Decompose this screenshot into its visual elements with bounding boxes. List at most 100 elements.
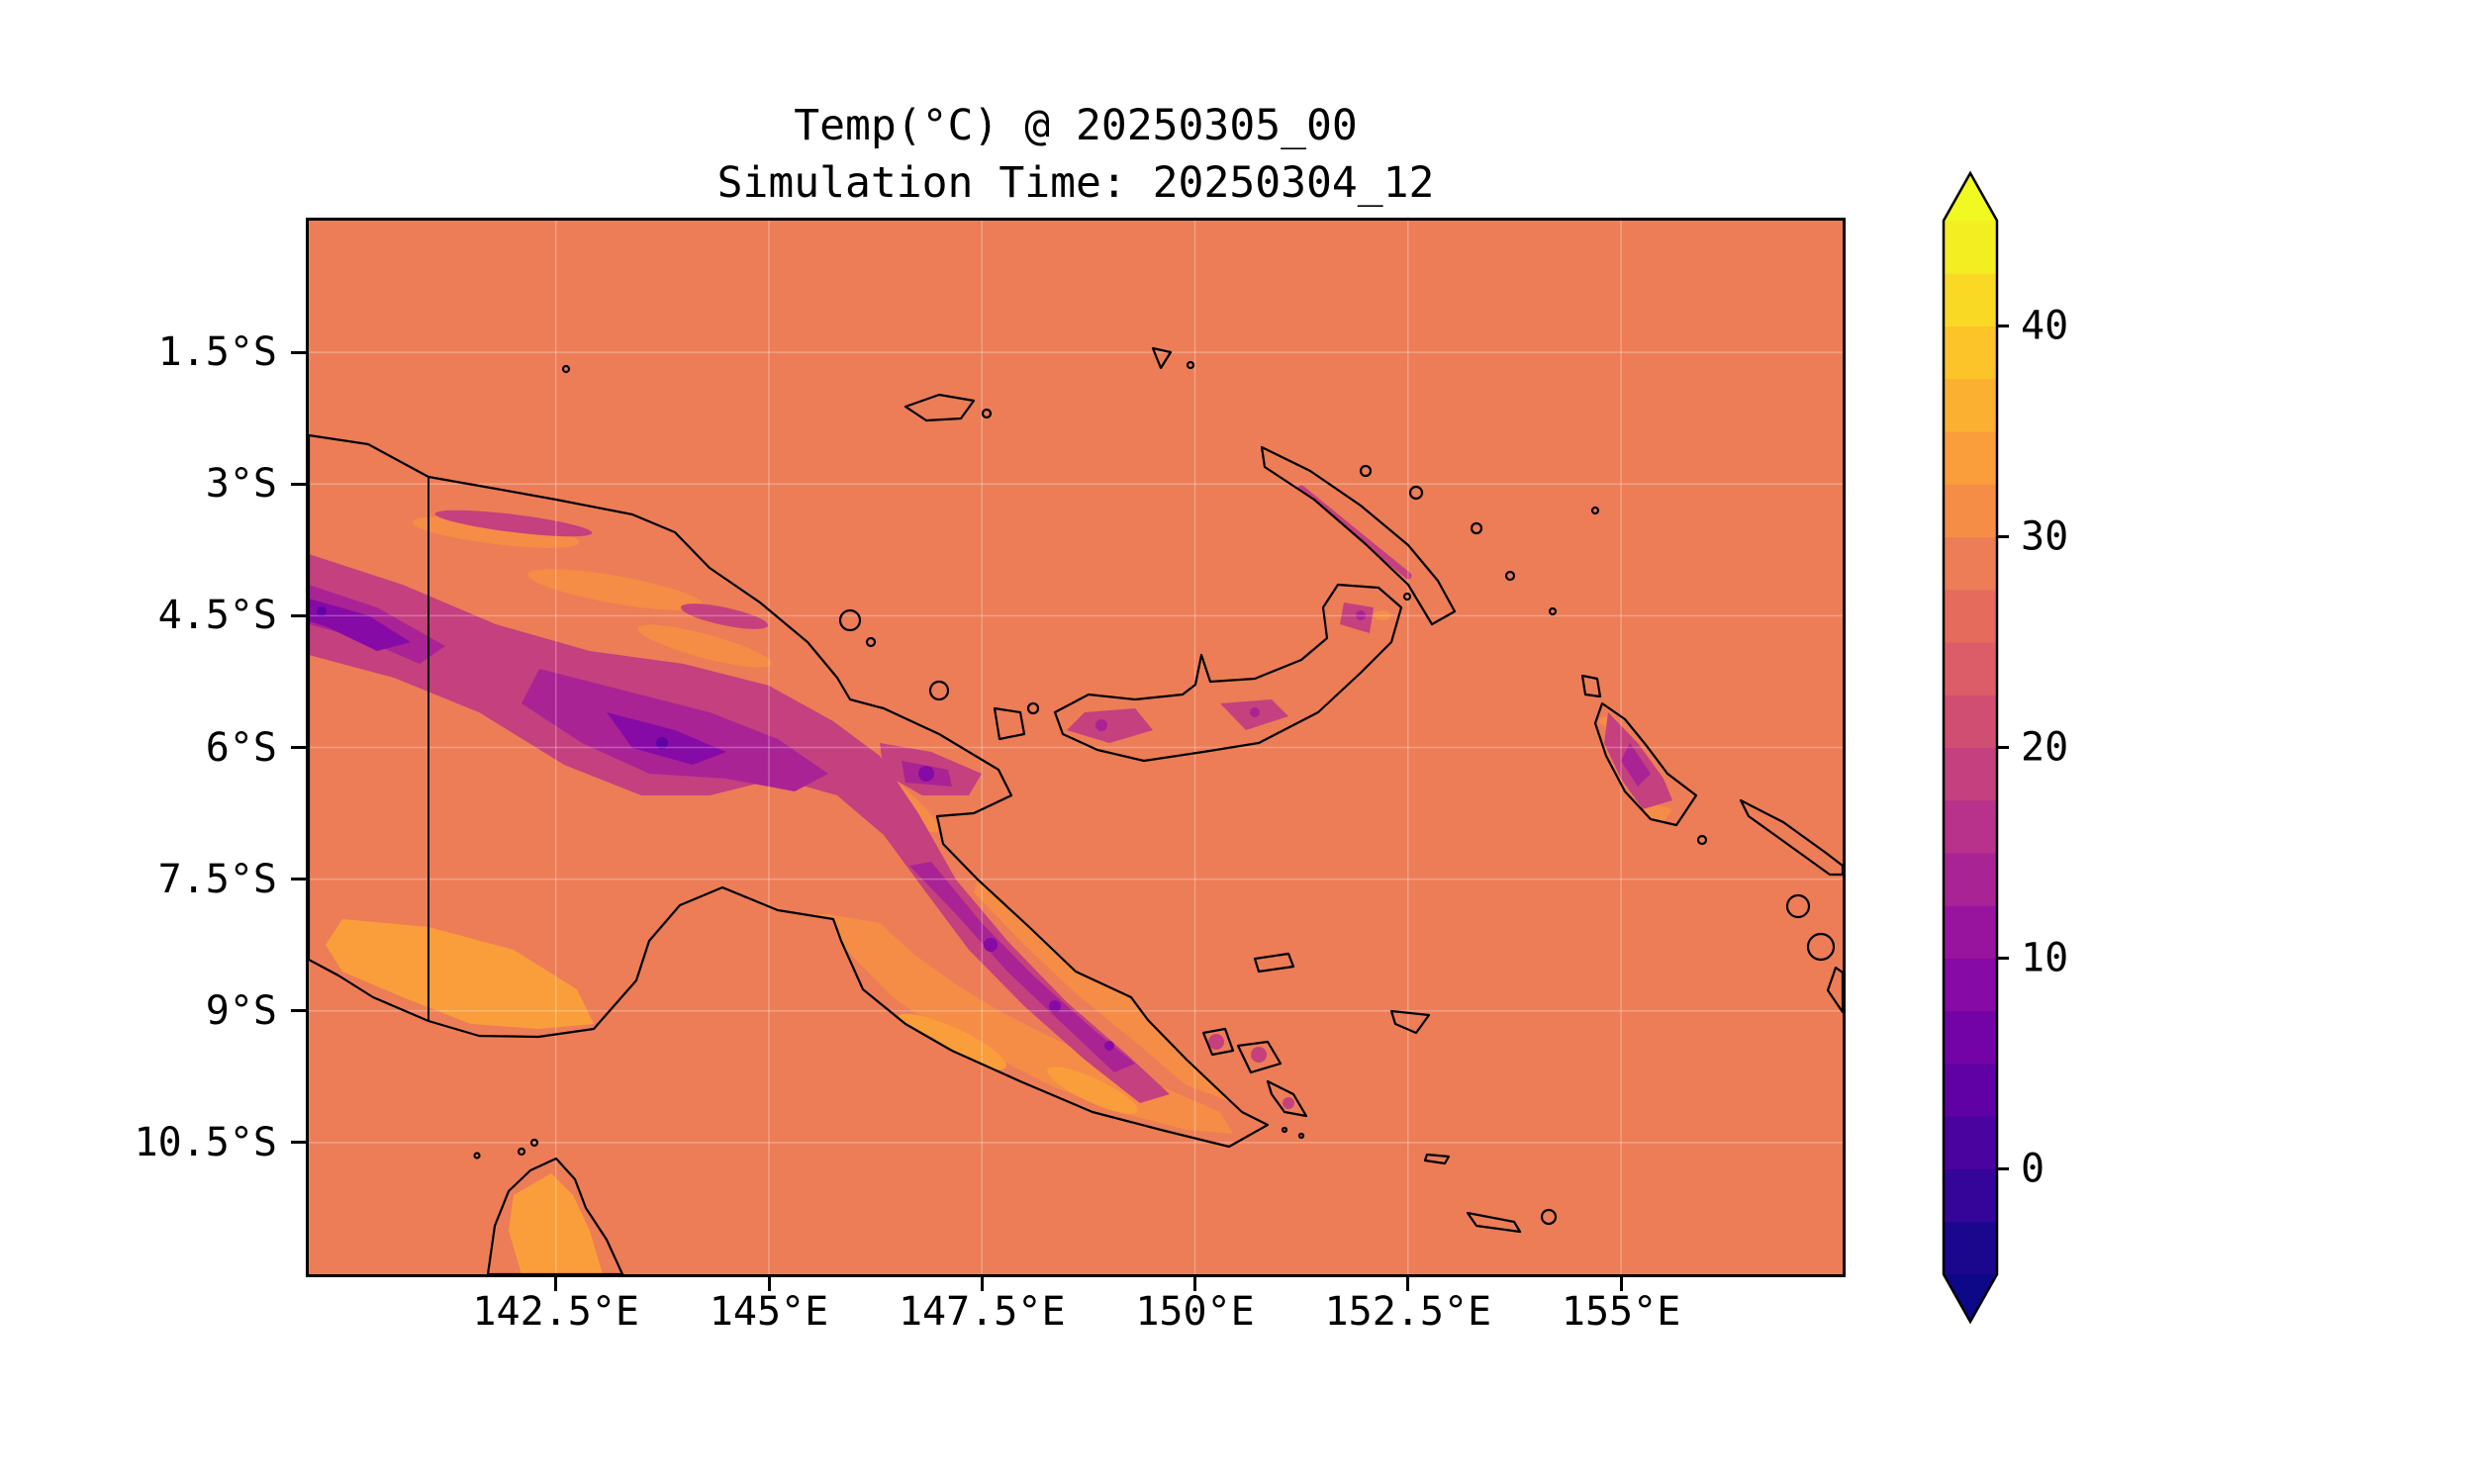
temp-zone-port-moresby-warm bbox=[898, 1013, 1006, 1070]
colorbar-over-arrow bbox=[1944, 173, 1997, 221]
island-coastline bbox=[1281, 1126, 1288, 1134]
temp-core-owenstanley-3 bbox=[1104, 1041, 1114, 1051]
y-axis-tick-label: 3°S bbox=[205, 461, 277, 508]
island-coastline bbox=[1504, 570, 1516, 582]
island-coastline bbox=[1580, 674, 1602, 698]
colorbar-tick-label: 10 bbox=[2021, 936, 2068, 981]
colorbar-band bbox=[1944, 589, 1997, 643]
x-axis-tick bbox=[767, 1277, 771, 1291]
island-coastline bbox=[1590, 506, 1600, 515]
colorbar-band bbox=[1944, 905, 1997, 959]
x-axis-tick bbox=[554, 1277, 558, 1291]
island-coastline bbox=[1359, 464, 1373, 478]
temp-zone-owenstanley-purple bbox=[909, 862, 1135, 1072]
island-coastline bbox=[529, 1138, 539, 1148]
temp-zone-normanby-magenta bbox=[1283, 1097, 1294, 1109]
island-coastline bbox=[993, 706, 1026, 741]
colorbar-band bbox=[1944, 958, 1997, 1012]
island-coastline bbox=[981, 408, 993, 419]
island-coastline bbox=[1151, 346, 1173, 370]
island-coastline bbox=[1785, 893, 1811, 919]
colorbar-band bbox=[1944, 642, 1997, 696]
temp-core-owenstanley-1 bbox=[984, 938, 998, 952]
y-axis-tick bbox=[291, 1141, 306, 1145]
temp-zone-sepik-valley-warm bbox=[527, 569, 704, 610]
island-coastline bbox=[1826, 966, 1843, 1014]
y-axis-tick bbox=[291, 746, 306, 749]
x-axis-tick-label: 142.5°E bbox=[472, 1289, 639, 1335]
temp-zone-highlands-magenta bbox=[309, 554, 1170, 1103]
temp-zone-capeyork-warm bbox=[509, 1173, 603, 1274]
y-axis-tick-label: 7.5°S bbox=[157, 856, 277, 902]
colorbar: 40 30 20 10 0 bbox=[1942, 170, 2068, 1325]
island-coastline bbox=[1739, 798, 1843, 877]
temp-zone-torricelli-magenta bbox=[434, 510, 593, 537]
y-axis-tick-label: 1.5°S bbox=[157, 329, 277, 376]
island-coastline bbox=[838, 608, 862, 632]
island-coastline bbox=[561, 364, 571, 374]
island-coastline bbox=[865, 636, 877, 648]
x-axis-tick bbox=[980, 1277, 984, 1291]
x-axis-tick bbox=[1619, 1277, 1623, 1291]
temp-zone-transfly-warm bbox=[326, 919, 594, 1029]
island-coastline bbox=[517, 1147, 526, 1157]
island-coastline bbox=[1408, 485, 1424, 501]
colorbar-band bbox=[1944, 1064, 1997, 1117]
island-coastline bbox=[1466, 1211, 1522, 1234]
plot-title: Temp(°C) @ 20250305_00 bbox=[794, 101, 1358, 150]
island-coastline bbox=[1423, 1153, 1451, 1165]
colorbar-tick-label: 30 bbox=[2021, 514, 2068, 560]
colorbar-band bbox=[1944, 695, 1997, 748]
island-coastline bbox=[1806, 932, 1836, 962]
coastlines bbox=[309, 346, 1843, 1274]
y-axis-tick bbox=[291, 1009, 306, 1013]
temp-core-coldest-2 bbox=[317, 606, 327, 616]
colorbar-band bbox=[1944, 484, 1997, 537]
colorbar-outline bbox=[1942, 170, 1999, 1325]
y-axis-tick-label: 9°S bbox=[205, 987, 277, 1034]
temp-core-owenstanley-2 bbox=[1049, 1000, 1061, 1012]
island-coastline bbox=[1540, 1208, 1558, 1226]
colorbar-band bbox=[1944, 1221, 1997, 1275]
y-axis-tick bbox=[291, 482, 306, 486]
island-coastline bbox=[928, 680, 950, 701]
colorbar-band bbox=[1944, 1010, 1997, 1065]
temp-zone-sepik-warm bbox=[412, 516, 580, 548]
island-coastline bbox=[1297, 1132, 1305, 1140]
colorbar-tick-label: 0 bbox=[2021, 1147, 2045, 1192]
temp-core-huon bbox=[918, 766, 934, 782]
temp-zone-goodenough-magenta bbox=[1208, 1034, 1224, 1050]
colorbar-band bbox=[1944, 378, 1997, 432]
temp-zone-bougainville-purple bbox=[1621, 743, 1651, 787]
island-coastline bbox=[1696, 834, 1708, 846]
colorbar-band bbox=[1944, 536, 1997, 591]
x-axis-tick bbox=[1406, 1277, 1410, 1291]
island-coastline bbox=[1253, 952, 1295, 974]
temp-zone-gazelle-purple-dot bbox=[1356, 610, 1366, 620]
colorbar-band bbox=[1944, 799, 1997, 854]
y-axis-tick-label: 10.5°S bbox=[134, 1119, 278, 1165]
y-axis-tick bbox=[291, 878, 306, 881]
island-coastline bbox=[1402, 592, 1412, 602]
temp-zone-ramu-warm bbox=[637, 624, 772, 668]
colorbar-band bbox=[1944, 221, 1997, 274]
temp-zone-schrader-magenta bbox=[680, 603, 769, 629]
x-axis-tick-label: 155°E bbox=[1561, 1289, 1681, 1335]
colorbar-band bbox=[1944, 325, 1997, 380]
island-coastline bbox=[1470, 521, 1483, 535]
island-coastline bbox=[1548, 606, 1558, 616]
plot-subtitle: Simulation Time: 20250304_12 bbox=[716, 158, 1435, 208]
map-panel bbox=[306, 218, 1846, 1277]
map-svg bbox=[309, 221, 1843, 1274]
island-coastline bbox=[1026, 701, 1040, 715]
island-coastline bbox=[1389, 1009, 1431, 1035]
colorbar-band bbox=[1944, 1116, 1997, 1169]
temp-zone-fergusson-magenta bbox=[1251, 1047, 1267, 1063]
temp-zone-west-nb-magenta bbox=[1067, 708, 1153, 743]
x-axis-tick-label: 145°E bbox=[709, 1289, 829, 1335]
y-axis-tick-label: 6°S bbox=[205, 724, 277, 771]
colorbar-band bbox=[1944, 747, 1997, 801]
x-axis-tick-label: 150°E bbox=[1135, 1289, 1255, 1335]
colorbar-band bbox=[1944, 431, 1997, 485]
